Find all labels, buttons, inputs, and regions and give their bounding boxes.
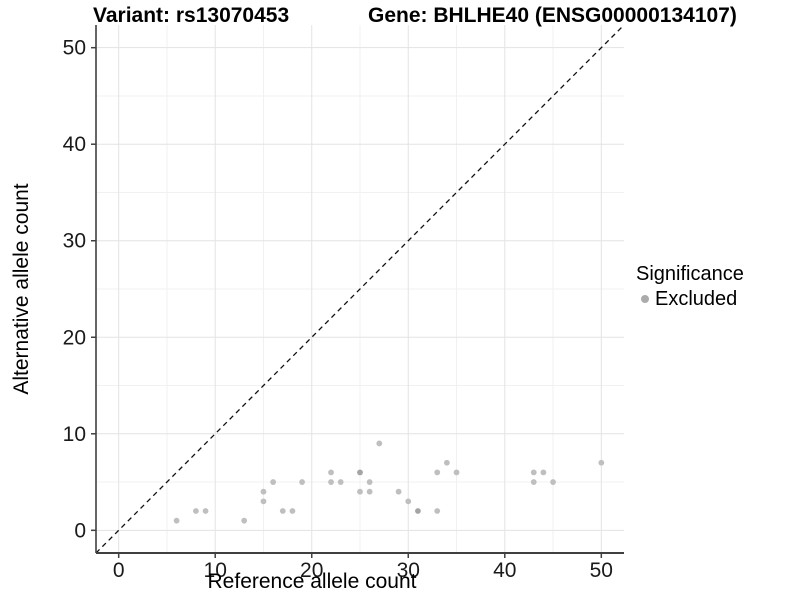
data-point (366, 488, 373, 495)
data-point (598, 459, 605, 466)
excluded-dot-icon (641, 295, 649, 303)
data-point (193, 508, 199, 514)
data-point (260, 488, 267, 495)
plot-title-variant: Variant: rs13070453 (93, 4, 290, 27)
x-tick-label: 50 (590, 559, 613, 582)
y-tick-label: 50 (63, 37, 86, 60)
y-axis-title: Alternative allele count (10, 183, 33, 395)
data-point (434, 469, 441, 476)
x-tick-label: 30 (397, 559, 420, 582)
data-point (270, 479, 277, 485)
x-axis-title: Reference allele count (207, 570, 417, 593)
data-point (202, 508, 209, 514)
data-point (299, 479, 305, 485)
legend-item-label: Excluded (655, 288, 738, 310)
x-tick-label: 40 (493, 559, 516, 582)
plot-title-gene: Gene: BHLHE40 (ENSG00000134107) (368, 4, 737, 27)
data-point (241, 517, 248, 524)
data-point (279, 508, 286, 514)
data-point (173, 517, 180, 524)
identity-line (95, 24, 625, 554)
data-point (357, 469, 363, 476)
data-point (434, 508, 441, 514)
x-tick-label: 10 (204, 559, 227, 582)
legend-title: Significance (636, 263, 744, 285)
data-point (289, 508, 296, 514)
data-point (328, 479, 334, 485)
data-point (530, 479, 537, 485)
y-tick-label: 0 (74, 519, 86, 542)
x-tick-label: 20 (300, 559, 323, 582)
data-point (395, 488, 402, 495)
data-point (357, 488, 363, 495)
y-tick-label: 40 (63, 133, 86, 156)
legend-item-excluded: Excluded (636, 288, 744, 310)
y-tick-label: 10 (63, 423, 86, 446)
significance-legend: Significance Excluded (636, 263, 744, 310)
data-point (550, 479, 556, 485)
data-point (443, 459, 450, 466)
data-point (337, 479, 344, 485)
x-tick-label: 0 (113, 559, 125, 582)
y-tick-label: 20 (63, 326, 86, 349)
data-point (376, 440, 383, 447)
data-point (415, 508, 421, 514)
data-point (366, 479, 373, 485)
data-point (530, 469, 537, 476)
data-point (540, 469, 547, 476)
y-tick-label: 30 (63, 230, 86, 253)
data-point (405, 498, 412, 505)
data-point (453, 469, 460, 476)
data-point (260, 498, 267, 505)
data-point (328, 469, 334, 476)
